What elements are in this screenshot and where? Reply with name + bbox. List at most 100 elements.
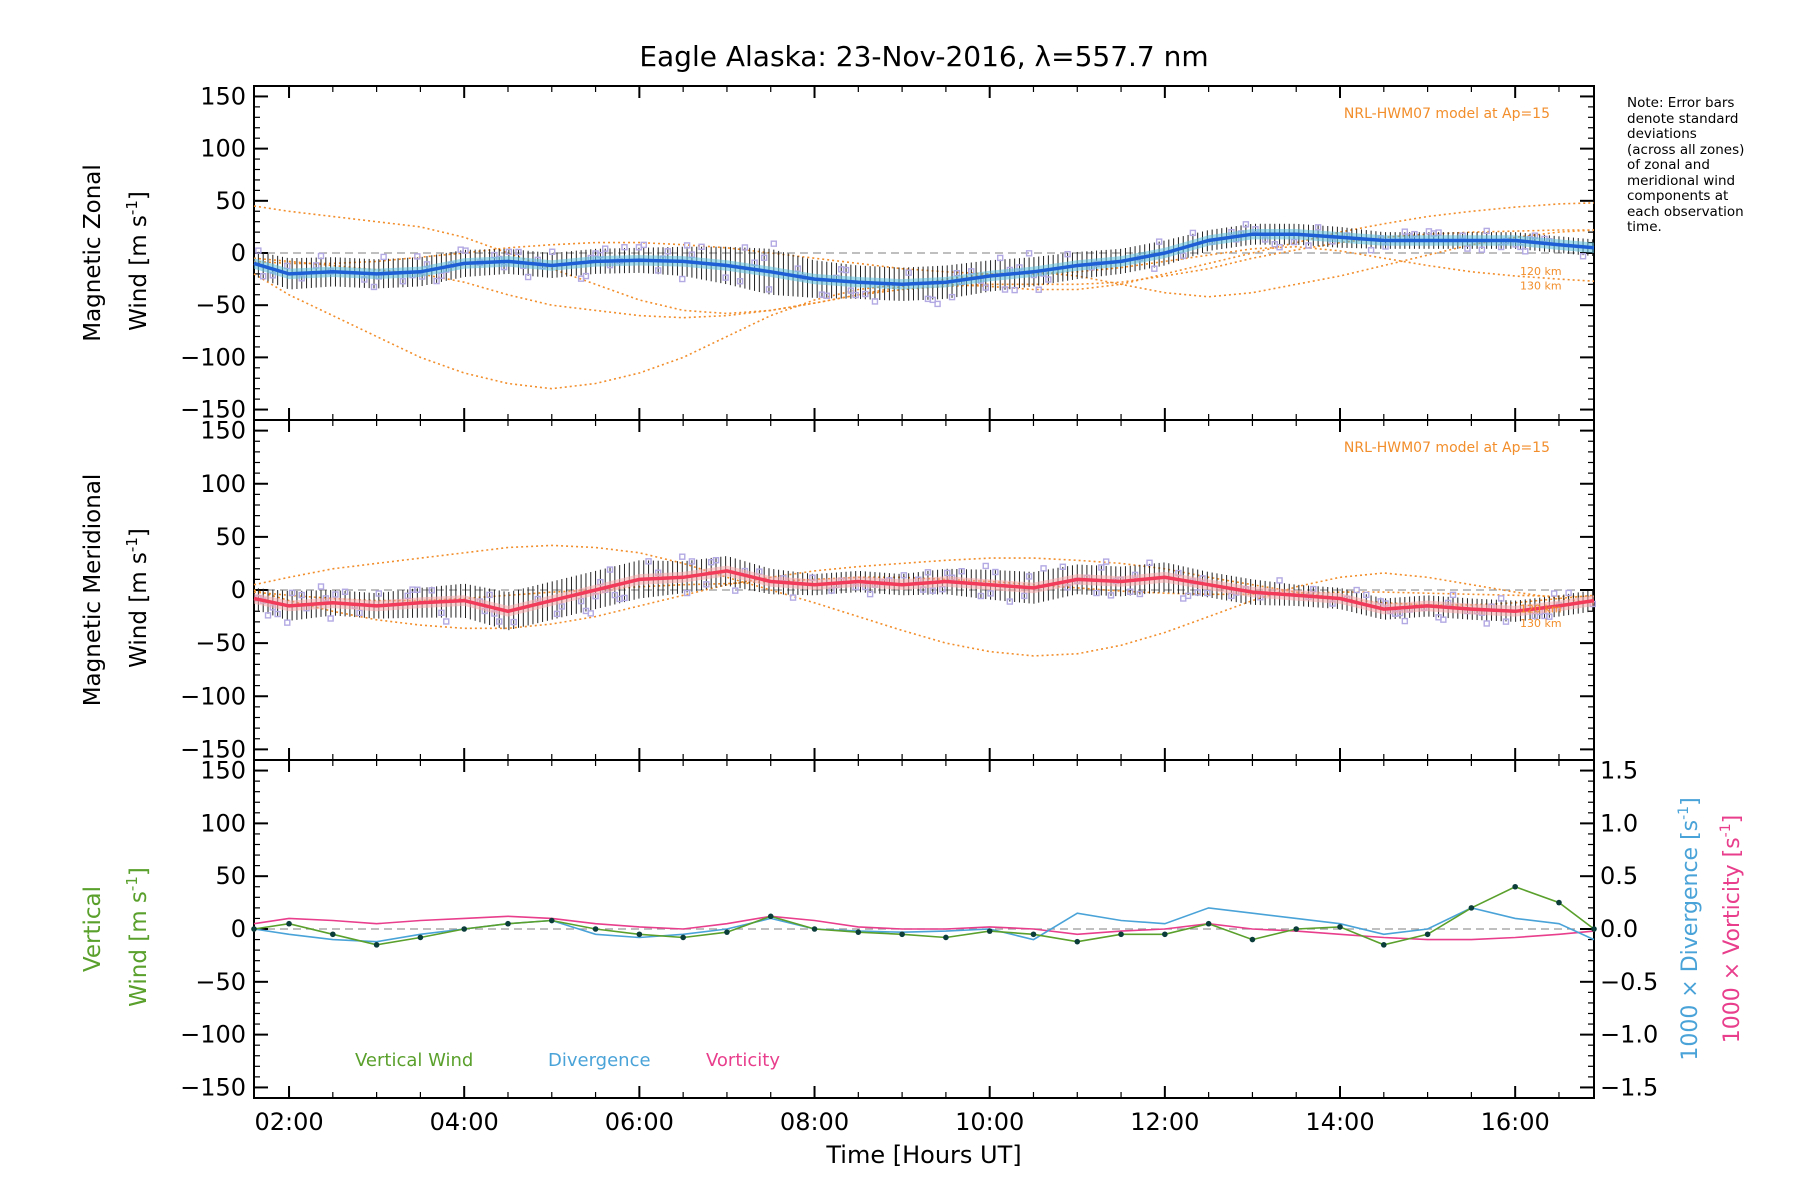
meridional-zone-point xyxy=(987,590,994,597)
vertical-wind-point xyxy=(1293,926,1300,932)
meridional-zone-point xyxy=(1136,590,1144,598)
meridional-y-label-line1: Magnetic Meridional xyxy=(80,474,106,707)
zonal-zone-point xyxy=(765,286,773,293)
error-bar-note: Note: Error bars denote standard deviati… xyxy=(1627,95,1745,235)
zonal-zone-point xyxy=(1579,253,1587,260)
zonal-zone-point xyxy=(255,247,262,254)
zonal-zone-point xyxy=(905,269,912,276)
zonal-y-tick-label: −100 xyxy=(180,343,246,371)
vertical-wind-point xyxy=(592,926,599,932)
meridional-zone-point xyxy=(703,581,710,588)
zonal-zone-point xyxy=(871,298,879,305)
zonal-zone-point xyxy=(1242,221,1250,228)
meridional-model-label: NRL-HWM07 model at Ap=15 xyxy=(1344,440,1550,456)
meridional-zone-point xyxy=(1184,592,1192,600)
vertical-y-tick-label: −100 xyxy=(180,1021,246,1049)
vertical-axes: −150 −100 −50 0 50 100 150 xyxy=(180,757,1595,1101)
zonal-zone-point xyxy=(1025,250,1033,257)
zonal-alt-label-1: 120 km xyxy=(1520,265,1562,278)
meridional-zone-point xyxy=(712,556,720,564)
zonal-zone-point xyxy=(582,272,590,280)
zonal-zone-point xyxy=(847,287,855,294)
zonal-zone-point xyxy=(414,253,421,260)
zonal-zone-point xyxy=(722,274,729,281)
meridional-zone-point xyxy=(1040,565,1047,572)
plot-panels: −150 −100 −50 0 50 100 150 NRL-HWM07 model at A… xyxy=(80,82,1745,1136)
meridional-zone-point xyxy=(992,568,999,576)
meridional-zone-point xyxy=(1059,563,1067,570)
zonal-y-tick-label: 100 xyxy=(200,135,246,163)
vertical-wind-point xyxy=(1424,931,1431,938)
x-tick-label: 02:00 xyxy=(254,1108,323,1136)
zonal-alt-label-2: 130 km xyxy=(1520,280,1562,293)
meridional-zone-point xyxy=(900,572,908,579)
zonal-mean-band xyxy=(254,229,1594,290)
zonal-zone-point xyxy=(741,244,749,251)
meridional-y-tick-label: −100 xyxy=(180,682,246,710)
meridional-zone-point xyxy=(1353,586,1360,594)
meridional-zone-point xyxy=(414,586,421,593)
meridional-zone-point xyxy=(1098,564,1105,571)
vertical-y-tick-label: 150 xyxy=(200,757,246,785)
vertical-y-label-exponent: -1 xyxy=(123,876,141,891)
vertical-wind-point xyxy=(855,929,862,935)
zonal-zone-point xyxy=(1314,224,1322,231)
zonal-zone-point xyxy=(317,252,325,260)
meridional-zone-point xyxy=(924,569,932,576)
vertical-wind-point xyxy=(1337,924,1343,930)
meridional-zone-point xyxy=(1102,558,1110,565)
meridional-zone-point xyxy=(977,592,985,600)
vertical-y2-tick-label: −0.5 xyxy=(1600,968,1658,996)
meridional-zone-point xyxy=(438,609,445,617)
zonal-zone-point xyxy=(1064,250,1071,258)
zonal-zone-point xyxy=(602,245,609,252)
meridional-zone-point xyxy=(510,618,517,626)
zonal-zone-point xyxy=(736,278,744,285)
zonal-zone-point xyxy=(370,283,378,291)
zonal-zone-point xyxy=(1367,246,1375,254)
meridional-y-tick-label: 150 xyxy=(200,417,246,445)
zonal-y-tick-label: 50 xyxy=(215,187,246,215)
x-tick-label: 04:00 xyxy=(430,1108,499,1136)
vertical-wind-point xyxy=(505,920,511,927)
meridional-zone-point xyxy=(1497,595,1505,602)
meridional-y-tick-label: −50 xyxy=(195,629,246,657)
meridional-zone-point xyxy=(1546,613,1553,620)
zonal-zone-point xyxy=(505,248,513,256)
x-axis-label: Time [Hours UT] xyxy=(825,1141,1021,1169)
divergence-axis-close: ] xyxy=(1678,797,1703,806)
zonal-zone-point xyxy=(698,243,705,251)
meridional-zone-point xyxy=(553,610,561,618)
x-tick-label: 12:00 xyxy=(1130,1108,1199,1136)
zonal-zone-point xyxy=(1483,227,1490,235)
x-tick-label: 08:00 xyxy=(780,1108,849,1136)
meridional-mean-band xyxy=(254,565,1594,617)
zonal-zone-point xyxy=(1522,248,1529,255)
vorticity-line xyxy=(253,915,1595,941)
vertical-wind-point xyxy=(724,929,730,935)
zonal-zone-point xyxy=(683,242,691,249)
meridional-zone-point xyxy=(486,591,493,599)
vertical-y-tick-label: 0 xyxy=(231,915,246,943)
zonal-zone-point xyxy=(438,272,445,279)
meridional-zone-point xyxy=(1502,618,1510,625)
meridional-y-tick-label: 0 xyxy=(231,576,246,604)
vertical-wind-line xyxy=(253,885,1595,946)
vertical-wind-point xyxy=(1118,931,1124,938)
meridional-zone-point xyxy=(611,591,619,599)
vertical-wind-point xyxy=(943,934,949,941)
meridional-zone-point xyxy=(944,569,951,577)
zonal-zone-point xyxy=(1464,245,1471,252)
zonal-zone-point xyxy=(996,254,1004,262)
zonal-zone-point xyxy=(1045,276,1052,283)
legend-item-0: Vertical Wind xyxy=(355,1050,473,1071)
meridional-model-curve-0 xyxy=(253,557,1595,630)
vertical-y-tick-label: −150 xyxy=(180,1073,246,1101)
chart-title: Eagle Alaska: 23-Nov-2016, λ=557.7 nm xyxy=(639,40,1208,73)
zonal-zone-point xyxy=(380,253,387,261)
divergence-axis-label-text: 1000 × Divergence [s-1] xyxy=(1676,797,1703,1060)
meridional-y-tick-label: 50 xyxy=(215,523,246,551)
meridional-zone-point xyxy=(1093,589,1100,597)
meridional-zone-point xyxy=(1127,588,1134,595)
